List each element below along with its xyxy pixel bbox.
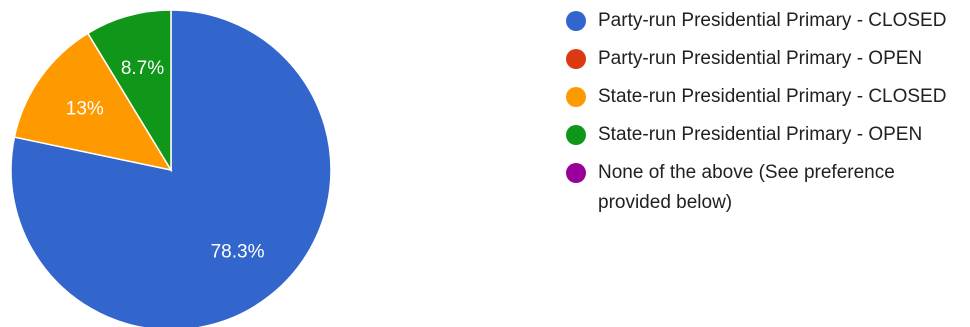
pie-slice-label-state-closed: 13%: [66, 99, 104, 120]
legend-swatch-state-open: [566, 125, 586, 145]
legend-swatch-party-closed: [566, 11, 586, 31]
legend-item-party-open[interactable]: Party-run Presidential Primary - OPEN: [566, 44, 970, 74]
legend-label-state-closed: State-run Presidential Primary - CLOSED: [598, 86, 947, 107]
legend-item-state-open[interactable]: State-run Presidential Primary - OPEN: [566, 120, 970, 150]
legend-swatch-none-of-the-above: [566, 163, 586, 183]
legend-label-party-open: Party-run Presidential Primary - OPEN: [598, 48, 923, 69]
legend-item-none-of-the-above[interactable]: None of the above (See preference provid…: [566, 158, 970, 218]
pie-slice-label-party-closed: 78.3%: [211, 241, 265, 262]
pie-slice-state-open[interactable]: [86, 9, 172, 173]
legend-item-state-closed[interactable]: State-run Presidential Primary - CLOSED: [566, 82, 970, 112]
chart-legend: Party-run Presidential Primary - CLOSED …: [566, 6, 970, 226]
pie-slice-label-state-open: 8.7%: [121, 58, 164, 79]
pie-slice-state-closed[interactable]: [13, 32, 173, 172]
legend-label-none-of-the-above: None of the above (See preference provid…: [598, 162, 895, 213]
legend-label-party-closed: Party-run Presidential Primary - CLOSED: [598, 10, 947, 31]
legend-item-party-closed[interactable]: Party-run Presidential Primary - CLOSED: [566, 6, 970, 36]
legend-swatch-state-closed: [566, 87, 586, 107]
legend-swatch-party-open: [566, 49, 586, 69]
pie-chart: 78.3% 13% 8.7%: [10, 9, 332, 327]
legend-label-state-open: State-run Presidential Primary - OPEN: [598, 124, 923, 145]
